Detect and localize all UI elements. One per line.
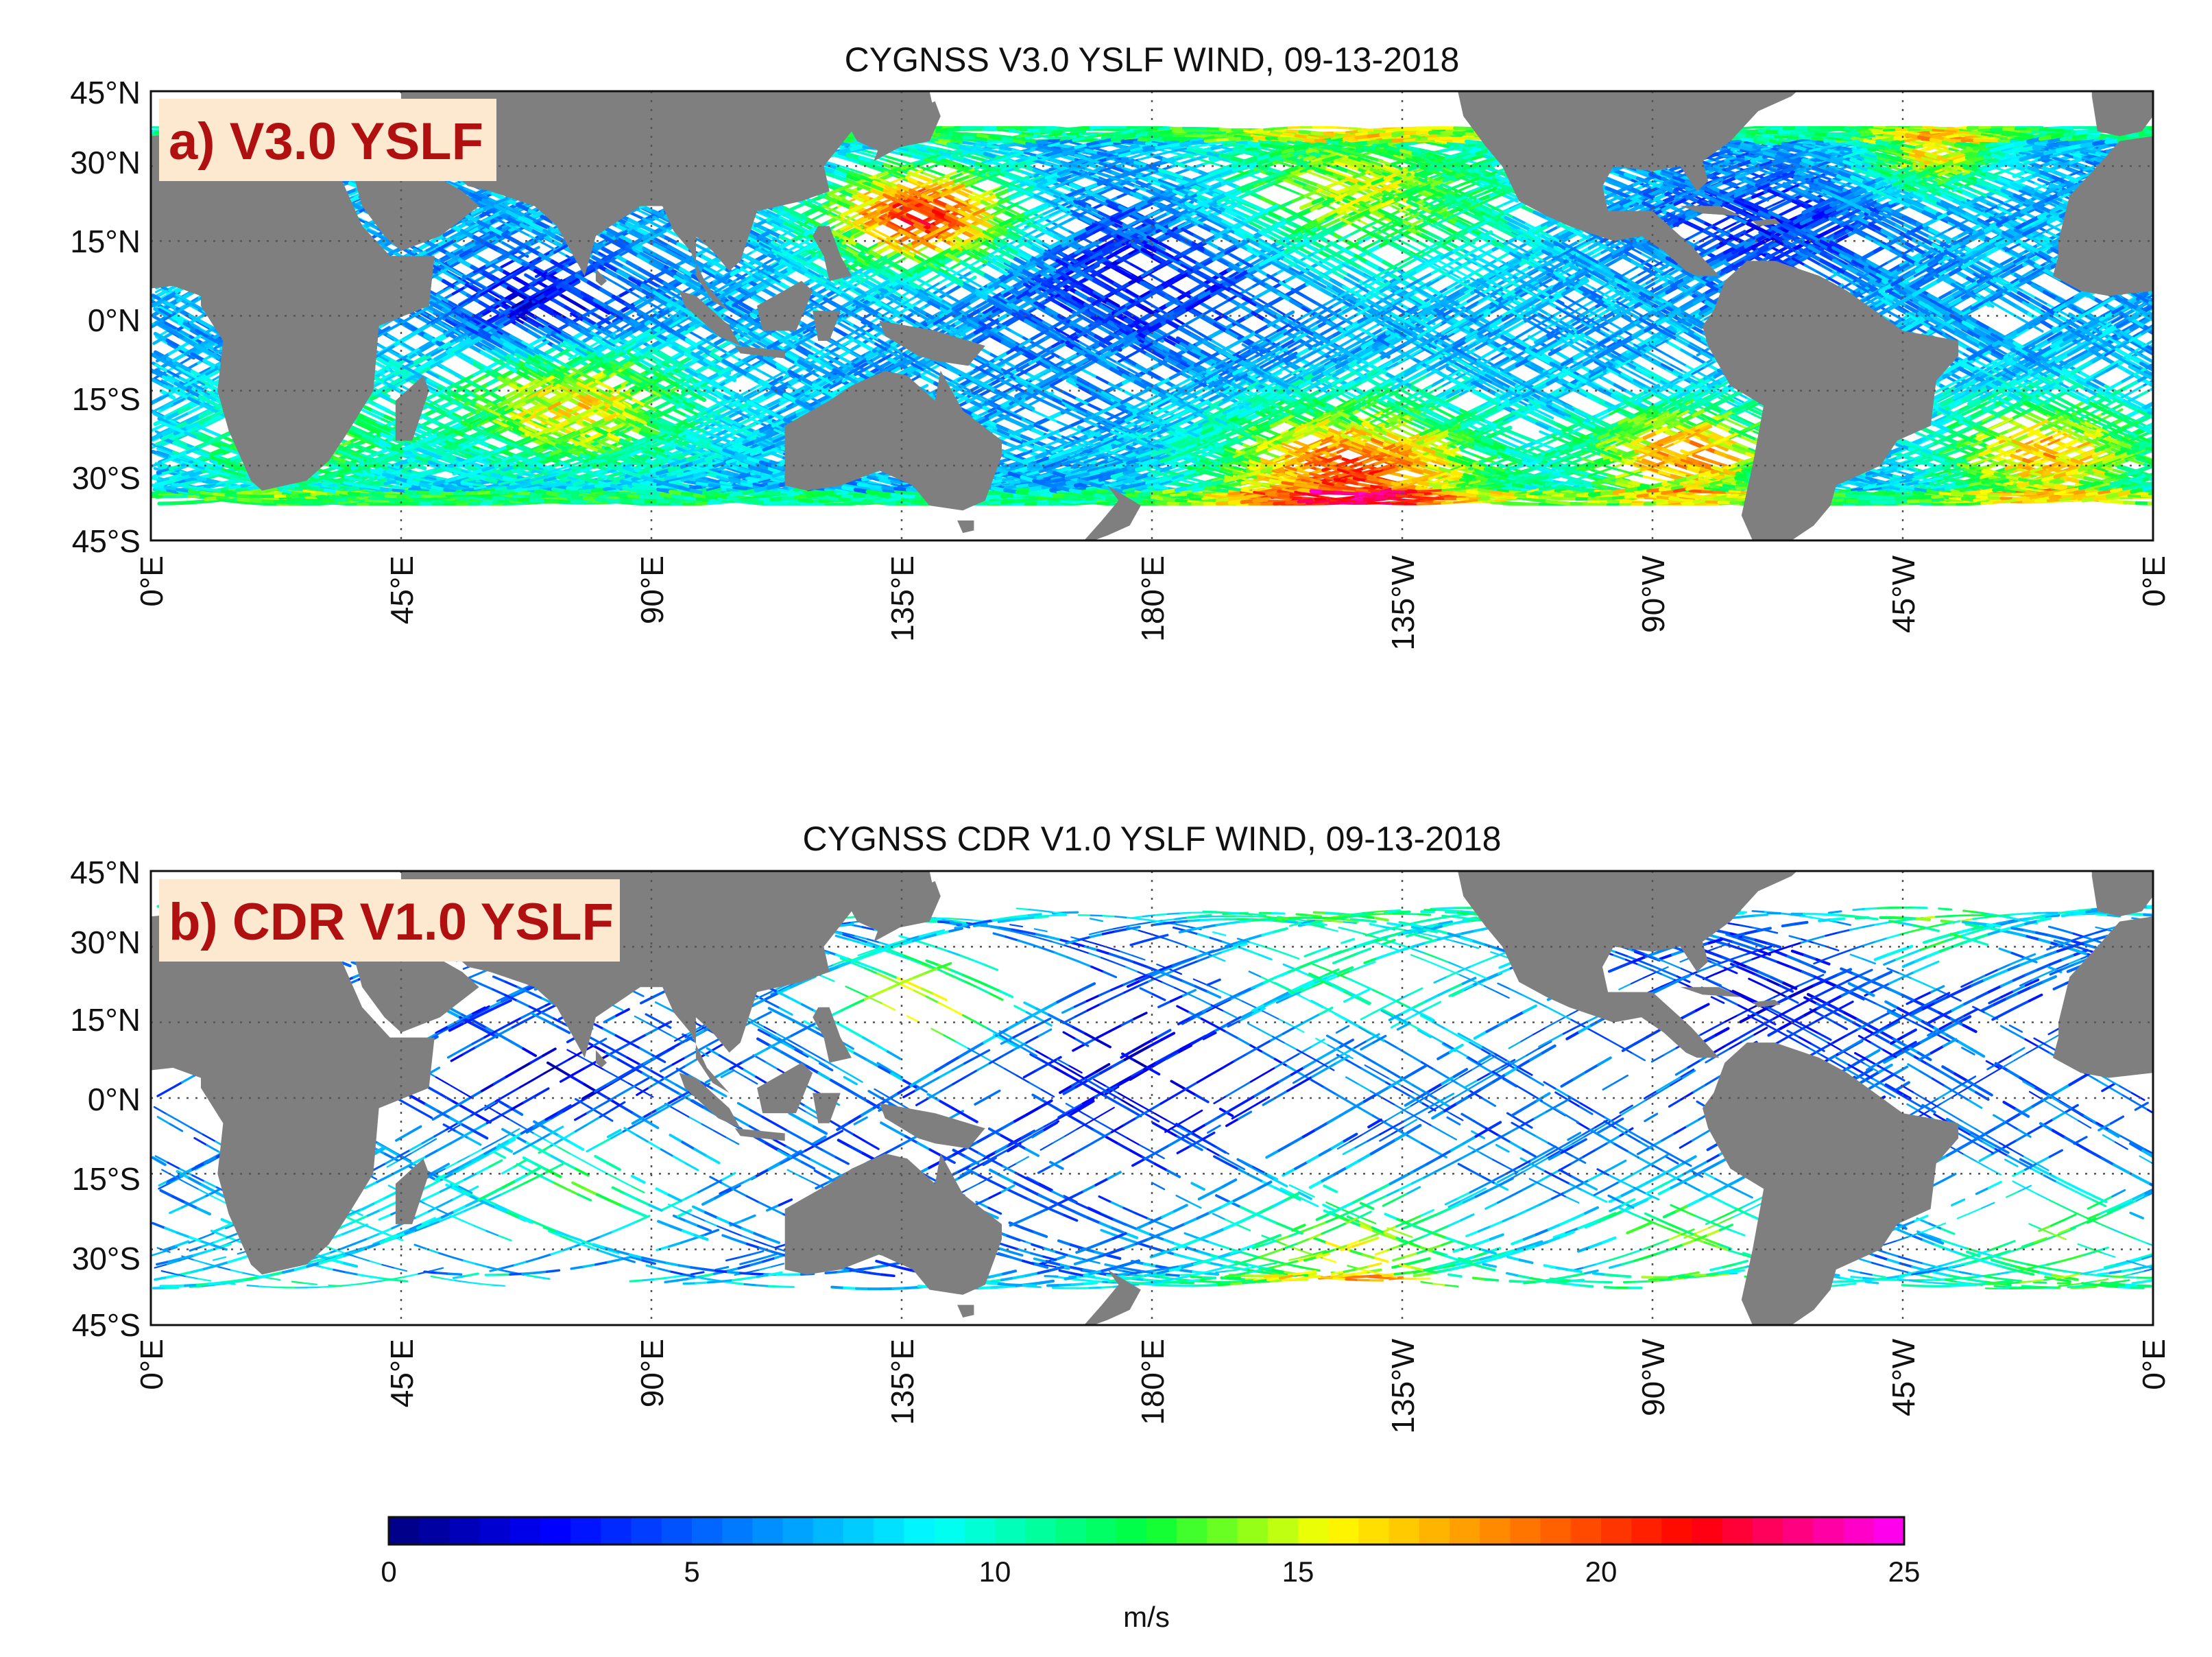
wind-track-segment (1435, 407, 1450, 416)
wind-track-segment (895, 502, 911, 507)
wind-track-segment (1552, 384, 1569, 395)
wind-track-segment (1687, 307, 1703, 319)
wind-track-segment (344, 502, 360, 506)
wind-track-segment (1360, 348, 1376, 360)
wind-track-segment (1618, 174, 1634, 182)
wind-track-segment (2015, 325, 2032, 337)
wind-track-segment (1753, 126, 1768, 129)
wind-track-segment (1491, 416, 1508, 426)
wind-track-segment (863, 333, 879, 344)
wind-track-segment (1513, 501, 1530, 507)
wind-track-segment (749, 388, 765, 398)
wind-track-segment (1153, 345, 1170, 357)
wind-track-segment (2151, 282, 2153, 285)
wind-track-segment (1384, 334, 1401, 346)
wind-track-segment (958, 270, 973, 281)
wind-track-segment (381, 502, 397, 506)
panel-a: CYGNSS V3.0 YSLF WIND, 09-13-2018 45°N 3… (70, 40, 2172, 651)
wind-track-segment (1785, 251, 1801, 263)
wind-track-segment (1617, 204, 1633, 214)
wind-track-segment (2049, 438, 2066, 447)
panel-a-title: CYGNSS V3.0 YSLF WIND, 09-13-2018 (845, 40, 1460, 79)
wind-track-segment (933, 284, 949, 295)
wind-track-segment (672, 408, 688, 418)
wind-track-segment (2150, 458, 2153, 462)
wind-track-segment (1264, 309, 1279, 320)
wind-track-segment (802, 368, 818, 379)
wind-track-segment (1421, 313, 1438, 324)
wind-track-segment (728, 408, 745, 418)
wind-track-segment (861, 149, 876, 155)
wind-track-segment (885, 155, 900, 162)
wind-track-segment (1496, 437, 1512, 446)
wind-track-segment (970, 184, 986, 193)
wind-track-segment (753, 396, 769, 406)
wind-track-segment (1638, 335, 1655, 347)
wind-track-segment (770, 451, 786, 460)
wind-track-segment (1458, 291, 1474, 302)
wind-track-segment (1494, 498, 1509, 502)
wind-track-segment (1373, 374, 1389, 384)
wind-track-segment (1437, 142, 1454, 150)
wind-track-segment (1056, 224, 1071, 233)
wind-track-segment (1190, 163, 1205, 170)
wind-track-segment (456, 497, 472, 501)
wind-track-segment (897, 158, 912, 165)
wind-track-segment (1129, 263, 1145, 272)
